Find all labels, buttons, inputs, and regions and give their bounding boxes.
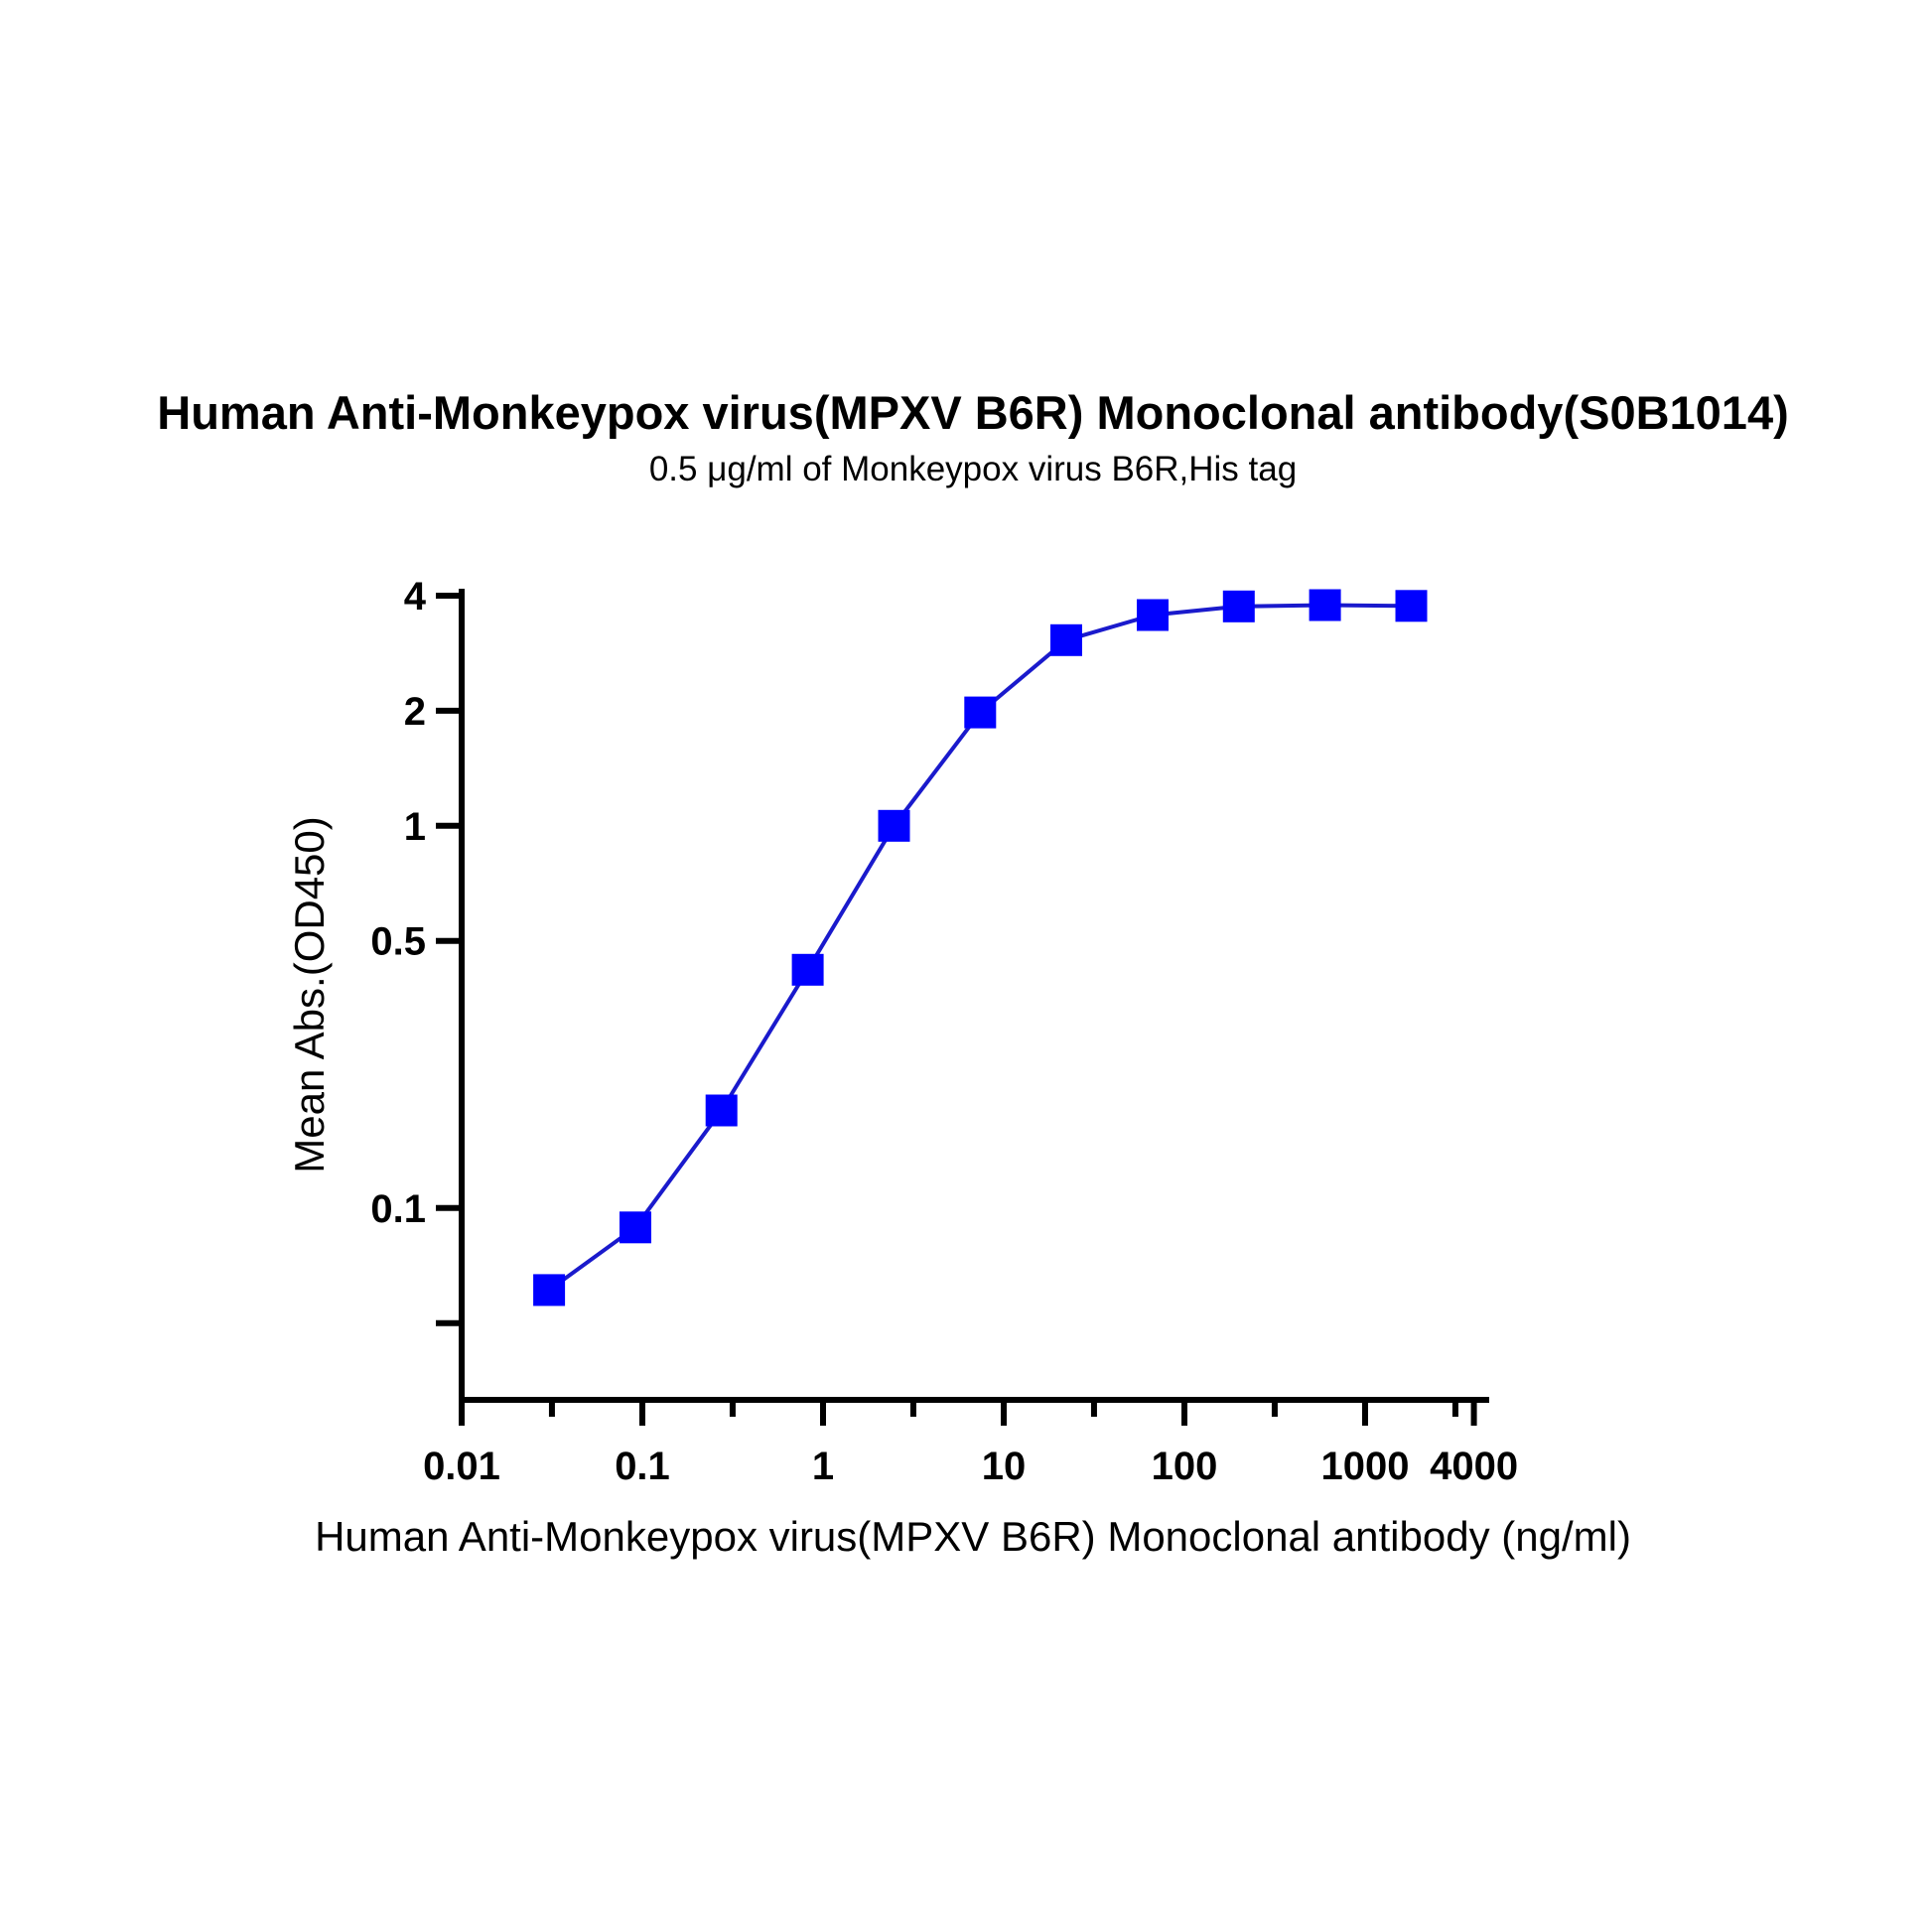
x-tick-label: 1000 bbox=[1321, 1445, 1410, 1488]
data-point-marker bbox=[1222, 590, 1255, 622]
x-tick-label: 0.01 bbox=[423, 1445, 500, 1488]
data-point-marker bbox=[705, 1094, 738, 1127]
data-point-marker bbox=[964, 696, 997, 729]
x-tick-label: 1 bbox=[812, 1445, 834, 1488]
x-tick-label: 0.1 bbox=[615, 1445, 670, 1488]
data-point-marker bbox=[533, 1274, 566, 1307]
data-point-marker bbox=[1050, 623, 1082, 656]
chart-title: Human Anti-Monkeypox virus(MPXV B6R) Mon… bbox=[157, 386, 1788, 439]
y-ticks: 0.1 0.5 1 2 4 bbox=[370, 575, 462, 1326]
data-point-marker bbox=[878, 809, 910, 842]
y-tick-label: 4 bbox=[404, 575, 427, 619]
y-tick-label: 0.5 bbox=[370, 920, 426, 964]
axes bbox=[459, 589, 1489, 1403]
data-point-marker bbox=[791, 953, 824, 986]
x-tick-label: 100 bbox=[1152, 1445, 1218, 1488]
data-point-marker bbox=[620, 1211, 651, 1244]
series-points bbox=[533, 589, 1428, 1307]
x-ticks: 0.01 0.1 1 10 100 1000 4000 bbox=[423, 1400, 1518, 1488]
data-point-marker bbox=[1137, 599, 1169, 631]
y-axis-label: Mean Abs.(OD450) bbox=[286, 816, 333, 1173]
chart-subtitle: 0.5 μg/ml of Monkeypox virus B6R,His tag bbox=[649, 450, 1297, 488]
data-point-marker bbox=[1395, 590, 1428, 622]
y-tick-label: 2 bbox=[404, 690, 426, 734]
x-tick-label: 4000 bbox=[1430, 1445, 1518, 1488]
data-point-marker bbox=[1309, 589, 1341, 621]
y-tick-label: 1 bbox=[404, 805, 426, 849]
x-axis-label: Human Anti-Monkeypox virus(MPXV B6R) Mon… bbox=[315, 1513, 1631, 1560]
x-tick-label: 10 bbox=[982, 1445, 1027, 1488]
y-tick-label: 0.1 bbox=[370, 1187, 426, 1231]
